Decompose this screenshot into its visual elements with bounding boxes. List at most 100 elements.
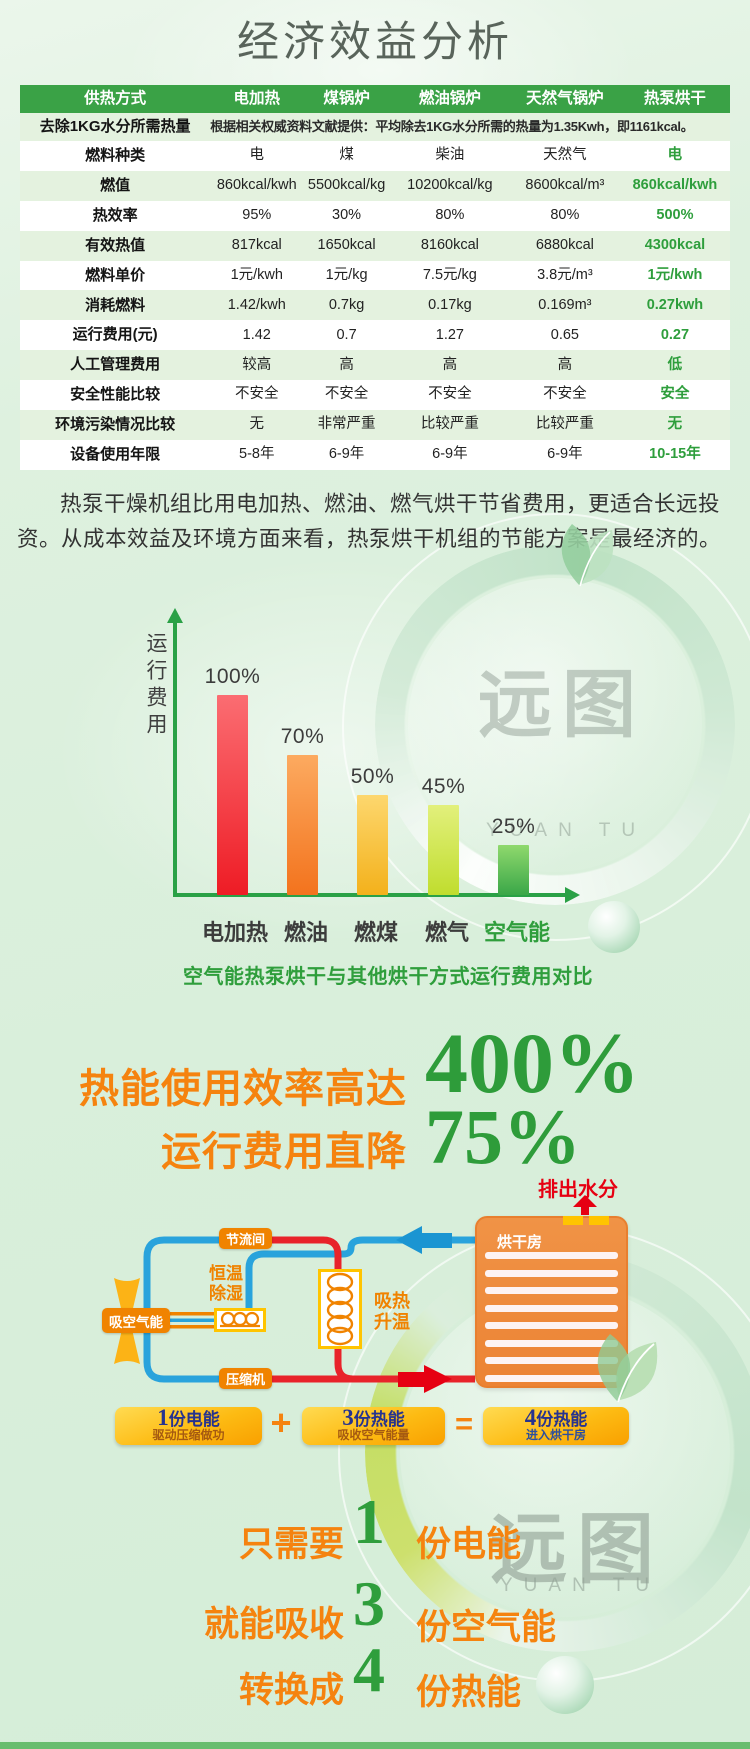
value-cell: 柴油 — [435, 147, 465, 164]
value-cell: 6-9年 — [328, 446, 365, 463]
table-row: 人工管理费用 较高 高 高 高 低 — [20, 350, 730, 381]
bar-value-label: 70% — [280, 725, 325, 748]
pipe-red-from-exchanger — [334, 1348, 354, 1383]
formula-digit: 4 — [524, 1405, 537, 1430]
drying-room-slat — [485, 1304, 618, 1312]
category-label: 空气能 — [483, 920, 550, 945]
value-cell: 电 — [249, 147, 265, 164]
header-cell: 燃油锅炉 — [418, 89, 481, 107]
row-label-cell: 运行费用(元) — [72, 326, 158, 344]
value-cell: 4300kcal — [644, 237, 706, 253]
drying-room-slat — [485, 1287, 618, 1294]
x-axis-arrow-icon — [565, 887, 580, 903]
value-cell: 1.27 — [435, 326, 464, 343]
drying-room-slat — [485, 1252, 618, 1259]
table-row: 消耗燃料 1.42/kwh 0.7kg 0.17kg 0.169m³ 0.27kwh — [20, 290, 730, 321]
row-label-cell: 环境污染情况比较 — [55, 416, 176, 434]
value-cell: 1650kcal — [317, 237, 376, 253]
conclusion-suffix: 份热能 — [416, 1673, 522, 1712]
value-cell: 500% — [656, 207, 694, 224]
blue-arrow-body — [420, 1233, 452, 1248]
compressor-box: 压缩机 — [219, 1368, 272, 1389]
formula-box-subtitle: 进入烘干房 — [525, 1428, 586, 1442]
stat-value: 75% — [425, 1093, 581, 1180]
conclusion-prefix: 转换成 — [238, 1671, 344, 1710]
formula-box: 1份电能 驱动压缩做功 — [115, 1406, 262, 1445]
air-flow-line — [170, 1325, 214, 1329]
row-label-cell: 热效率 — [92, 206, 138, 224]
leaf-vein — [617, 1343, 655, 1403]
value-cell: 不安全 — [428, 386, 472, 403]
watermark-sphere — [588, 901, 640, 953]
value-cell: 不安全 — [543, 386, 587, 403]
dehumidify-line2: 除湿 — [209, 1284, 243, 1303]
value-cell: 860kcal/kwh — [216, 177, 297, 194]
bar-value-label: 100% — [204, 665, 261, 688]
leaf-decoration — [561, 524, 614, 587]
heat-absorb-line2: 升温 — [374, 1312, 410, 1332]
value-cell: 95% — [242, 207, 272, 224]
value-cell: 比较严重 — [420, 416, 479, 433]
table-note-row: 去除1KG水分所需热量 根据相关权威资料文献提供：平均除去1KG水分所需的热量为1… — [20, 113, 730, 141]
comparison-table: 供热方式 电加热 煤锅炉 燃油锅炉 天然气锅炉 热泵烘干 去除1KG水分所需热量 根据相关权威… — [20, 85, 730, 470]
row-label-cell: 人工管理费用 — [70, 356, 161, 374]
formula-box: 3份热能 吸收空气能量 — [302, 1406, 445, 1445]
note-label-cell: 去除1KG水分所需热量 — [39, 118, 191, 136]
watermark-sphere — [536, 1656, 594, 1714]
value-cell: 30% — [332, 207, 362, 224]
drying-room-slat — [485, 1269, 618, 1277]
stat-label: 运行费用直降 — [161, 1130, 407, 1174]
value-cell: 0.27kwh — [646, 296, 704, 313]
value-cell: 8160kcal — [420, 237, 479, 253]
red-arrow-body — [398, 1372, 426, 1387]
header-cell: 电加热 — [233, 89, 281, 107]
pipe-blue-return — [245, 1236, 475, 1309]
row-label-cell: 设备使用年限 — [70, 445, 161, 463]
heat-absorb-label: 吸热 升温 — [366, 1291, 418, 1333]
table-row: 热效率 95% 30% 80% 80% 500% — [20, 200, 730, 231]
exhaust-arrow-stem — [581, 1206, 589, 1215]
fan-blade-bottom — [114, 1323, 140, 1364]
header-cell: 煤锅炉 — [323, 89, 370, 107]
row-label-cell: 燃料单价 — [85, 266, 146, 284]
value-cell: 高 — [339, 356, 354, 373]
value-cell: 高 — [557, 356, 573, 373]
heat-absorb-line1: 吸热 — [374, 1291, 410, 1311]
value-cell: 不安全 — [235, 386, 279, 403]
air-flow-line — [170, 1318, 214, 1322]
exhaust-up-arrow-icon — [573, 1195, 597, 1207]
formula-box-title: 1份电能 — [115, 1406, 262, 1429]
conclusion-digit: 1 — [353, 1486, 385, 1557]
roof-vent-tab — [589, 1216, 609, 1225]
drying-room-slat — [485, 1339, 618, 1347]
bottom-green-bar — [0, 1742, 750, 1749]
conclusion-suffix: 份电能 — [416, 1525, 522, 1564]
value-cell: 非常严重 — [317, 416, 376, 433]
bar-value-label: 45% — [421, 775, 466, 798]
value-cell: 0.7kg — [328, 296, 365, 313]
table-header-row: 供热方式 电加热 煤锅炉 燃油锅炉 天然气锅炉 热泵烘干 — [20, 85, 730, 113]
chart-bar — [217, 695, 248, 895]
dehumidify-label: 恒温 除湿 — [196, 1264, 256, 1304]
value-cell: 6-9年 — [547, 446, 583, 463]
value-cell: 无 — [249, 416, 265, 433]
drying-room-label: 烘干房 — [497, 1234, 543, 1251]
value-cell: 10200kcal/kg — [407, 177, 493, 194]
value-cell: 1.42 — [242, 326, 271, 343]
table-row: 运行费用(元) 1.42 0.7 1.27 0.65 0.27 — [20, 320, 730, 351]
formula-operator: = — [454, 1406, 474, 1441]
chart-bar — [428, 805, 459, 895]
value-cell: 煤 — [339, 147, 354, 164]
y-axis-arrow-icon — [167, 608, 183, 623]
value-cell: 1元/kwh — [230, 266, 283, 283]
air-intake-box: 吸空气能 — [102, 1308, 170, 1333]
bar-value-label: 25% — [491, 815, 536, 838]
chart-y-axis — [173, 622, 177, 897]
formula-unit: 份电能 — [168, 1410, 220, 1429]
value-cell: 1元/kg — [325, 266, 368, 283]
note-text-cell: 根据相关权威资料文献提供：平均除去1KG水分所需的热量为1.35Kwh，即116… — [210, 119, 694, 135]
blue-arrow-icon — [396, 1226, 422, 1254]
value-cell: 8600kcal/m³ — [525, 177, 605, 194]
heat-pump-pipes-svg — [114, 1195, 597, 1393]
formula-box-subtitle: 驱动压缩做功 — [152, 1428, 225, 1442]
